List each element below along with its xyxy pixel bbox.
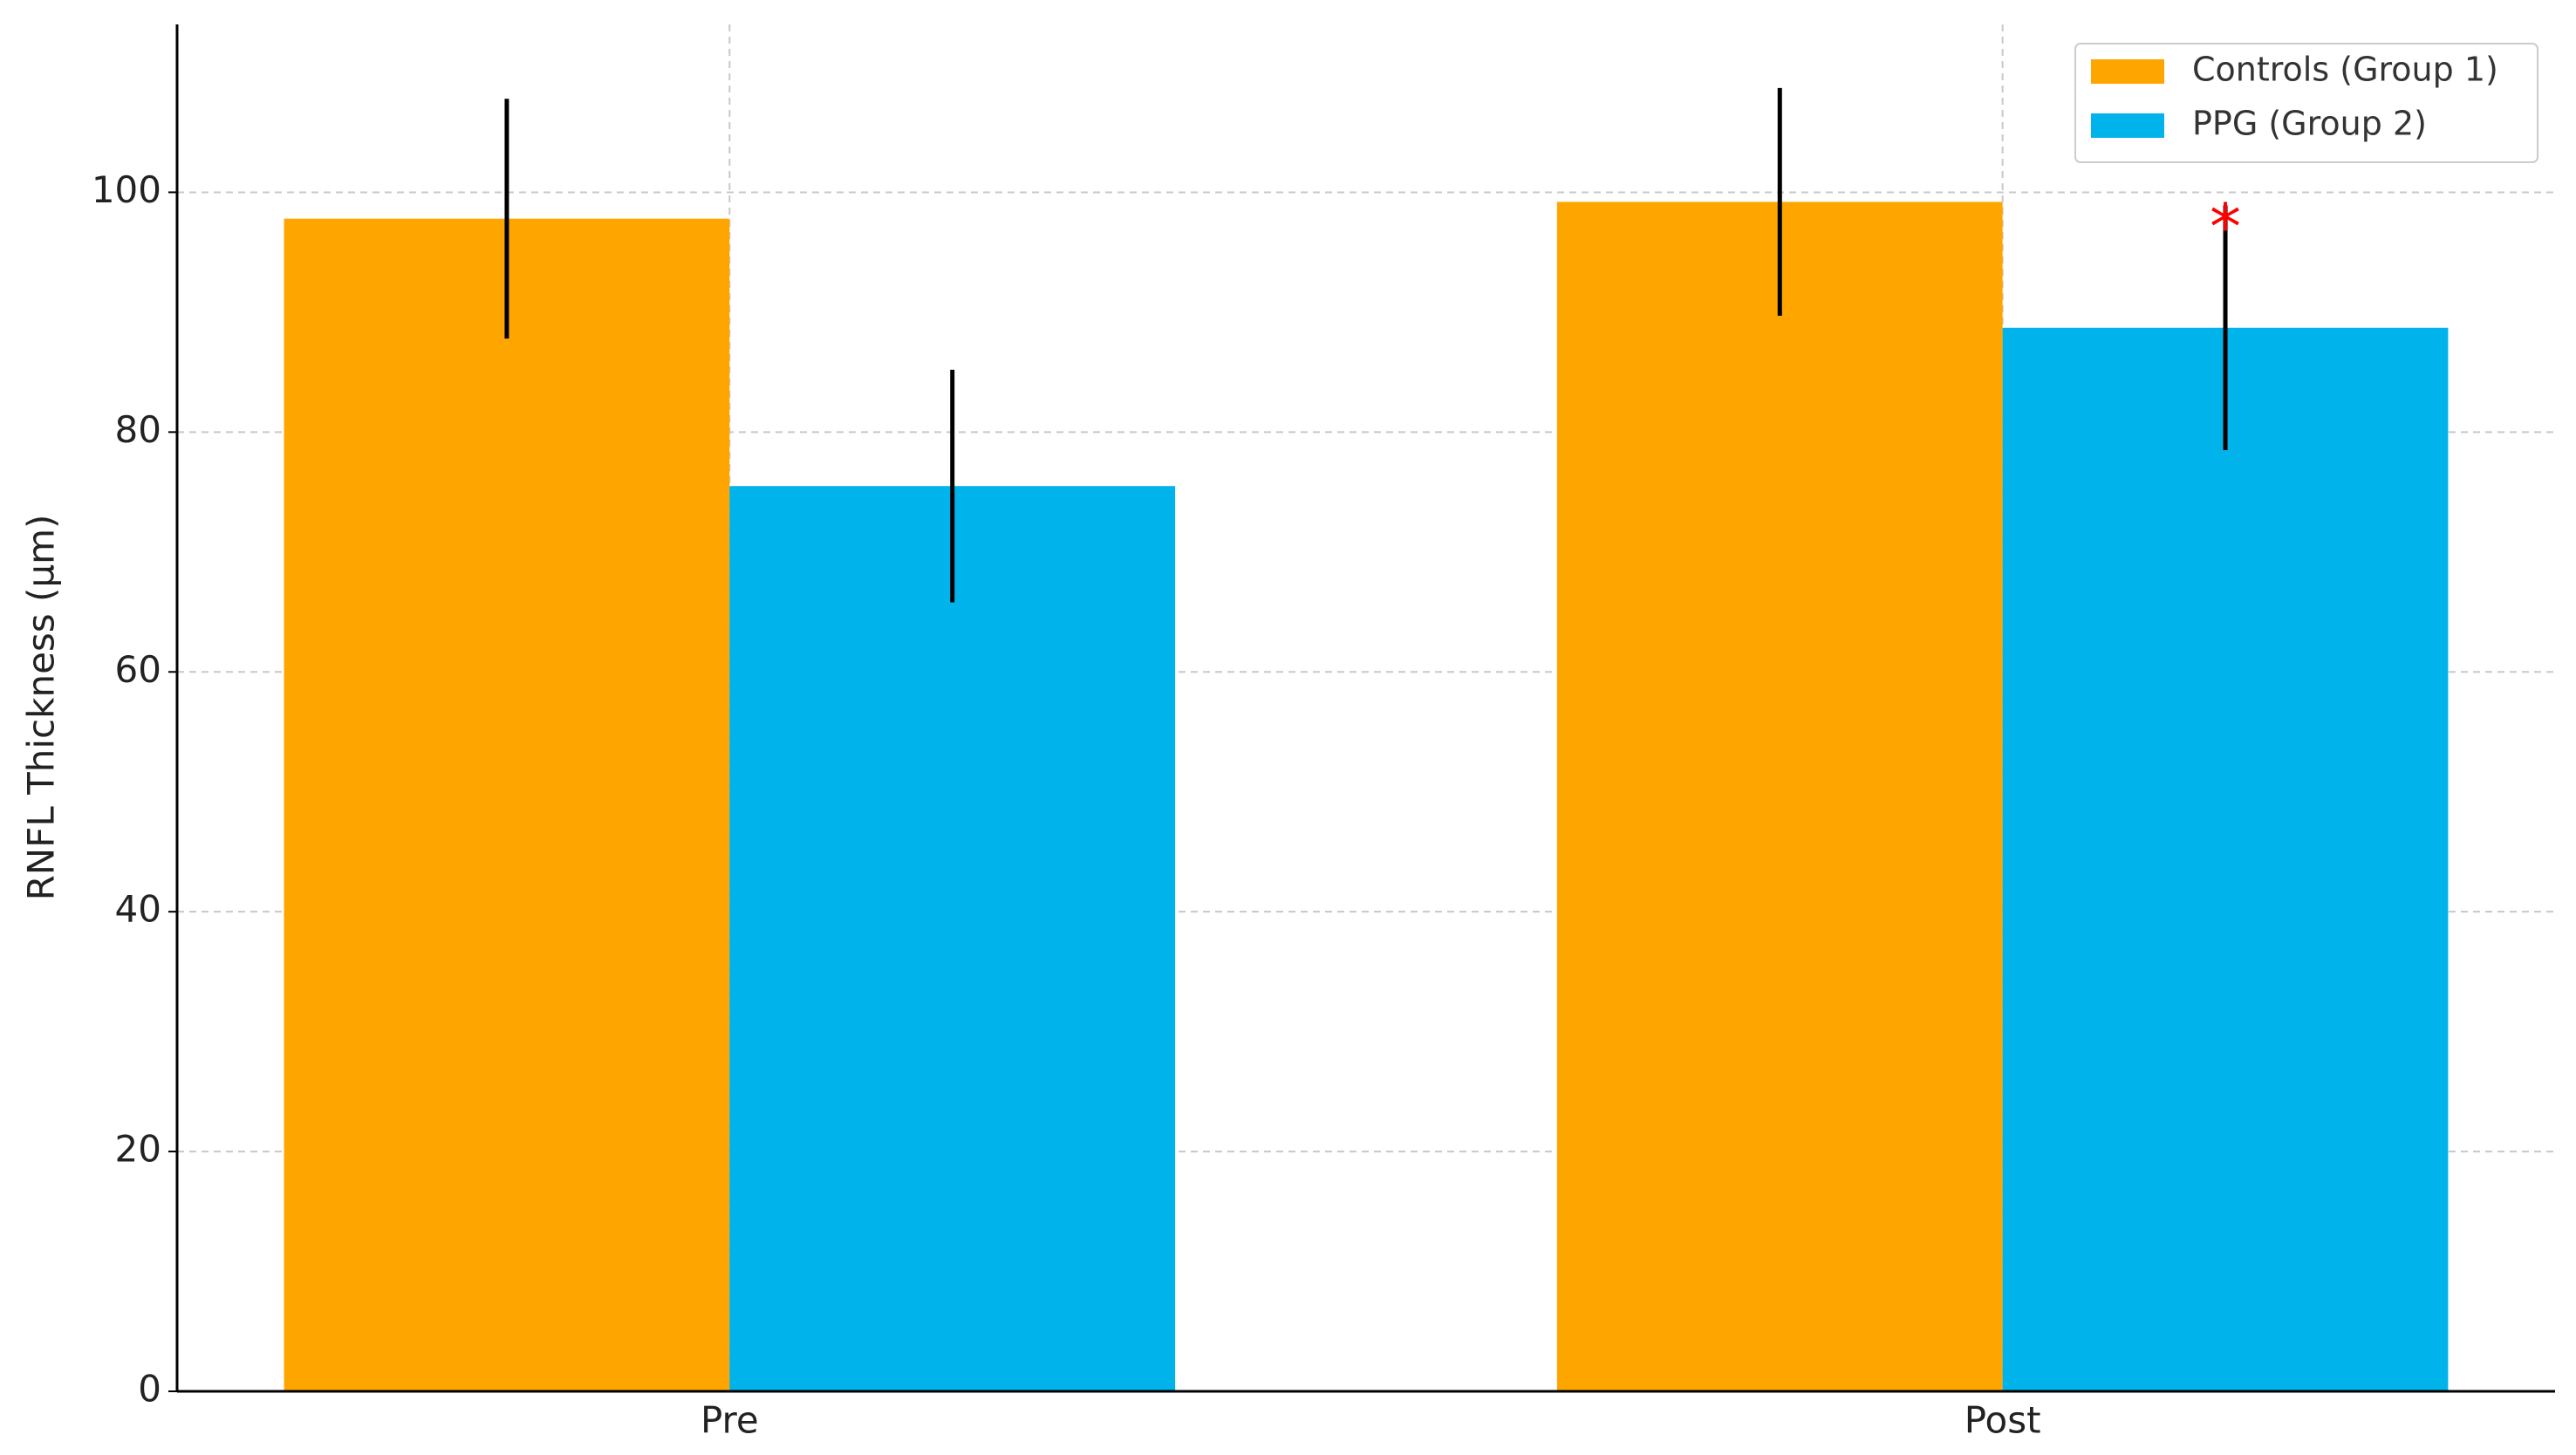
y-tick-label: 60 [115,648,161,691]
y-tick-label: 100 [92,168,161,211]
annotation: * [2210,190,2241,263]
x-tick-label: Post [1964,1399,2041,1442]
bar [284,218,730,1391]
y-tick-label: 20 [115,1128,161,1171]
bar [729,486,1176,1392]
legend-swatch [2091,113,2164,138]
legend-box [2074,43,2538,163]
bar [1556,202,2003,1392]
legend-label: PPG (Group 2) [2192,105,2427,143]
y-axis-label: RNFL Thickness (µm) [20,515,63,901]
legend-swatch [2091,59,2164,84]
legend: Controls (Group 1) PPG (Group 2) [2074,43,2538,163]
y-tick-label: 40 [115,888,161,931]
y-tick-label: 0 [138,1368,161,1411]
bar [2002,327,2449,1391]
legend-label: Controls (Group 1) [2192,51,2498,89]
x-tick-label: Pre [700,1399,759,1442]
y-tick-label: 80 [115,408,161,451]
